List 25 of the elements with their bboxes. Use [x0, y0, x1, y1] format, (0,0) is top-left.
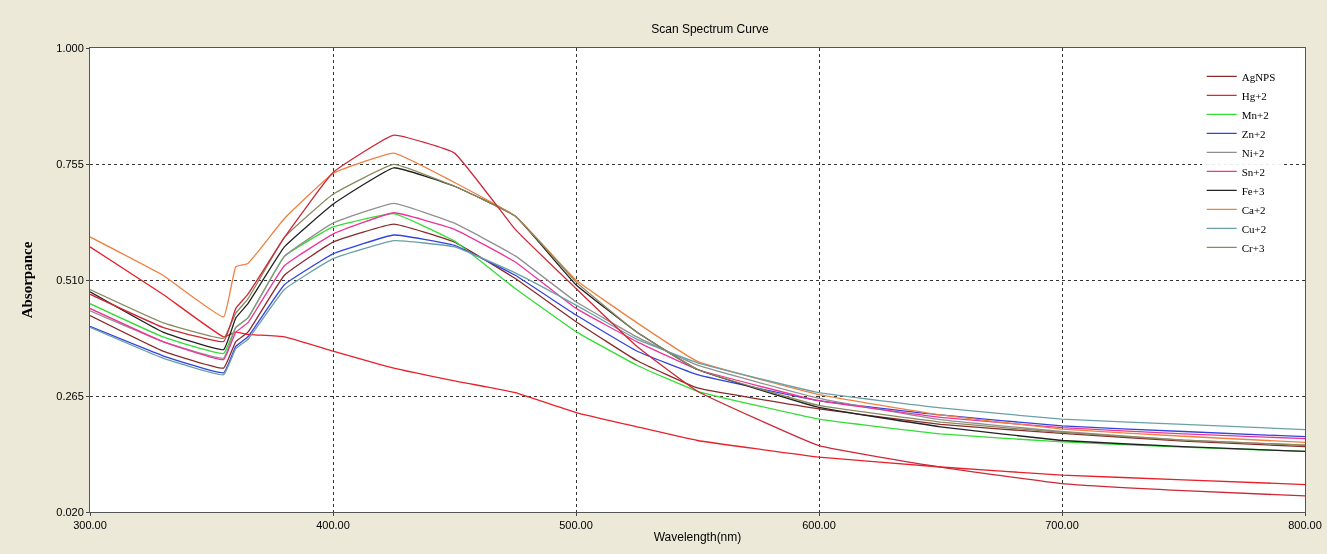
legend-label: Sn+2 — [1241, 165, 1266, 178]
x-axis-title: Wavelength(nm) — [653, 530, 742, 545]
line-series — [90, 246, 1305, 486]
chart-title: Scan Spectrum Curve — [651, 22, 769, 37]
y-axis-title: Absorpance — [18, 241, 35, 319]
x-tick-label: 600.00 — [802, 519, 836, 532]
y-tick-label: 0.510 — [56, 273, 84, 286]
x-tick-label: 300.00 — [73, 519, 107, 532]
legend-label: Hg+2 — [1241, 89, 1267, 102]
legend-label: Ca+2 — [1241, 203, 1266, 216]
legend-label: Mn+2 — [1241, 108, 1269, 121]
x-tick-label: 700.00 — [1045, 519, 1079, 532]
legend-label: Cu+2 — [1241, 222, 1267, 235]
legend-label: Zn+2 — [1241, 127, 1266, 140]
legend-label: Ni+2 — [1241, 146, 1265, 159]
legend-label: Fe+3 — [1241, 184, 1265, 197]
y-tick-label: 0.020 — [56, 505, 84, 518]
x-tick-label: 500.00 — [559, 519, 593, 532]
y-tick-label: 0.755 — [56, 157, 84, 170]
y-tick-label: 1.000 — [56, 41, 84, 54]
legend-label: AgNPS — [1241, 70, 1276, 83]
legend-label: Cr+3 — [1241, 241, 1265, 254]
x-tick-label: 800.00 — [1288, 519, 1322, 532]
y-tick-label: 0.265 — [56, 389, 84, 402]
x-tick-label: 400.00 — [316, 519, 350, 532]
